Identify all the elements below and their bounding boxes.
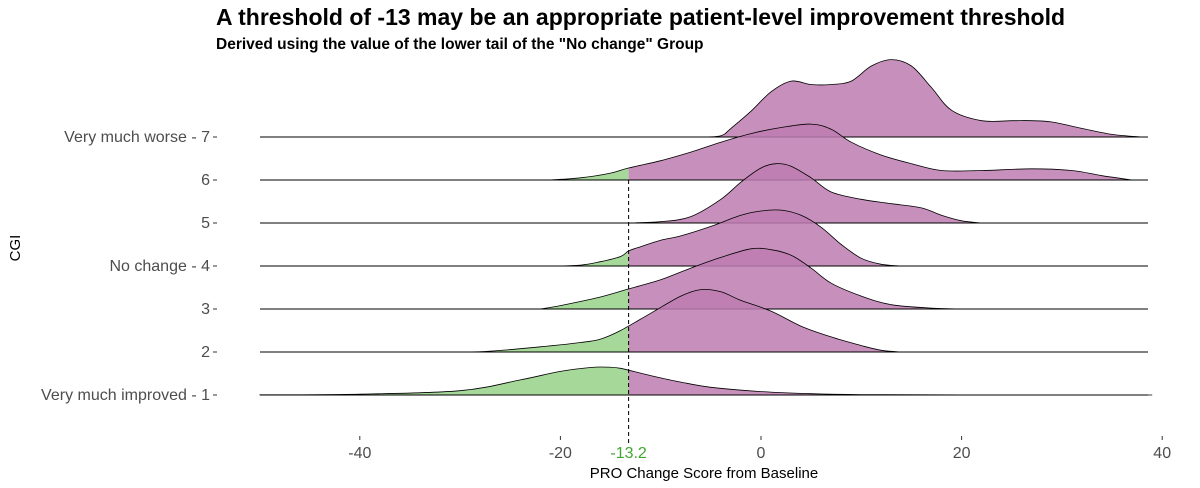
- ridge-1: [259, 366, 1153, 396]
- ridge-outline: [550, 123, 1133, 181]
- x-tick-label: 40: [1153, 445, 1171, 462]
- ridge-area-above-threshold: [700, 59, 1143, 137]
- ridge-area-above-threshold: [628, 124, 1133, 180]
- ridge-layer: [259, 59, 1153, 396]
- ridge-outline: [460, 288, 902, 353]
- chart-title: A threshold of -13 may be an appropriate…: [216, 4, 1066, 30]
- y-tick-label: Very much worse - 7: [64, 129, 210, 146]
- ridge-5: [260, 163, 1148, 224]
- x-tick-label: -20: [549, 445, 572, 462]
- y-tick-label: 3: [201, 301, 210, 318]
- ridge-area-above-threshold: [628, 209, 902, 266]
- ridge-area-above-threshold: [628, 370, 1153, 395]
- y-tick-label: Very much improved - 1: [41, 387, 210, 404]
- x-tick-label: 0: [757, 445, 766, 462]
- x-axis-title: PRO Change Score from Baseline: [590, 465, 818, 482]
- ridge-area-above-threshold: [628, 163, 982, 223]
- x-tick-label: -40: [348, 445, 371, 462]
- ridge-area-below-threshold: [550, 250, 629, 266]
- ridge-area-below-threshold: [550, 167, 629, 180]
- y-axis-title: CGI: [7, 235, 24, 262]
- ridge-outline: [700, 59, 1143, 138]
- y-tick-label: 6: [201, 172, 210, 189]
- chart-subtitle: Derived using the value of the lower tai…: [216, 36, 704, 53]
- x-axis: -40 -20 0 20 40 -13.2: [348, 436, 1171, 462]
- ridge-outline: [550, 209, 902, 267]
- ridge-6: [260, 123, 1148, 181]
- ridge-area-below-threshold: [460, 326, 629, 352]
- y-tick-label: No change - 4: [109, 258, 210, 275]
- ridge-outline: [620, 163, 982, 224]
- threshold-label: -13.2: [610, 445, 647, 462]
- ridge-area-below-threshold: [259, 366, 629, 395]
- ridge-area-below-threshold: [540, 288, 629, 309]
- y-axis: Very much improved - 1 2 3 No change - 4 5 6 V…: [41, 129, 217, 404]
- y-tick-label: 5: [201, 215, 210, 232]
- y-tick-label: 2: [201, 344, 210, 361]
- ridge-7: [260, 59, 1148, 138]
- ridge-area-above-threshold: [628, 289, 902, 352]
- ridge-2: [260, 288, 1148, 353]
- x-tick-label: 20: [953, 445, 971, 462]
- ridge-outline: [540, 247, 972, 310]
